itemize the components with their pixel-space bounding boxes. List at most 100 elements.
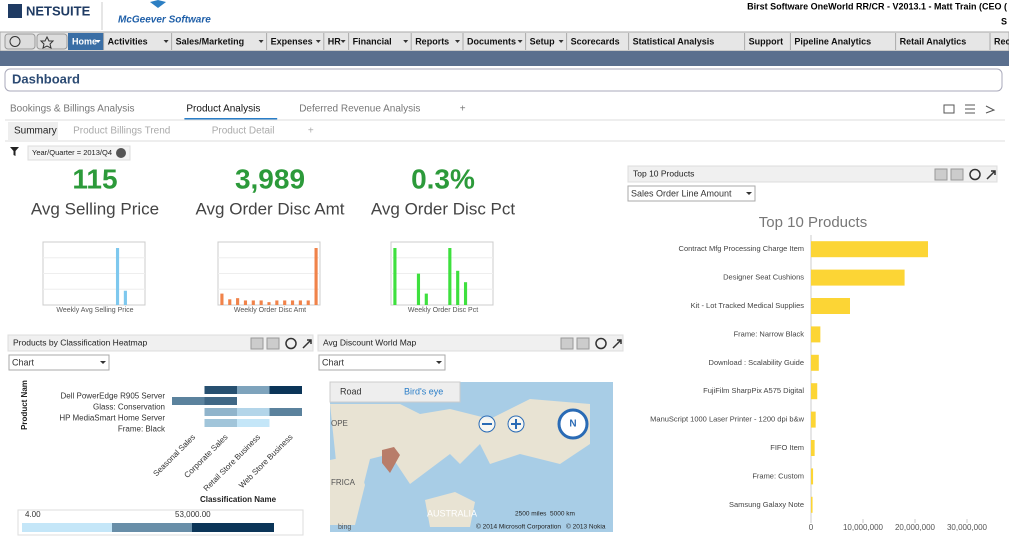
nav-item[interactable]: Activities <box>108 36 148 46</box>
heatmap-cell <box>204 408 237 416</box>
mini-bar <box>275 300 279 305</box>
kpi-value: 115 <box>72 163 117 194</box>
mini-bar <box>393 248 397 305</box>
account: Birst Software OneWorld RR/CR - V2013.1 … <box>747 1 1007 11</box>
bar <box>811 241 928 258</box>
filter-close[interactable] <box>116 148 126 158</box>
selector-arrow <box>436 361 442 364</box>
band <box>0 51 1009 66</box>
bar <box>811 411 816 428</box>
map-mode[interactable]: Road <box>340 386 362 396</box>
category-label: Designer Seat Cushions <box>723 273 804 282</box>
dropdown-arrow <box>163 40 169 43</box>
toolbar-icon[interactable] <box>943 104 955 114</box>
toolbar-icon[interactable] <box>985 105 996 114</box>
compass-label: N <box>569 419 576 430</box>
compass[interactable] <box>557 408 589 440</box>
nav-item[interactable]: Pipeline Analytics <box>794 36 871 46</box>
dropdown-arrow <box>455 40 460 43</box>
subtab[interactable]: + <box>308 126 314 137</box>
heatmap-cell <box>204 386 237 394</box>
subtab[interactable]: Product Detail <box>212 126 275 137</box>
legend-seg <box>22 523 112 532</box>
mini-bar <box>251 300 255 305</box>
category-label: ManuScript 1000 Laser Printer - 1200 dpi… <box>650 415 804 424</box>
dropdown-arrow <box>340 40 346 43</box>
filter: Year/Quarter = 2013/Q4 <box>32 148 112 157</box>
toolbar-icon[interactable] <box>965 104 975 114</box>
nav-item[interactable]: Expenses <box>271 36 313 46</box>
kpi-value: 0.3% <box>411 163 475 194</box>
selector-arrow <box>746 192 752 195</box>
dropdown-arrow <box>95 40 101 43</box>
bar <box>811 468 814 485</box>
nav-item[interactable]: Scorecards <box>571 36 620 46</box>
mini-bar <box>243 300 248 305</box>
export-icon <box>934 168 948 181</box>
nav-item[interactable]: Financial <box>353 36 392 46</box>
mini-bar <box>424 293 428 305</box>
mini-bar <box>314 248 318 305</box>
recent-icon <box>9 36 21 47</box>
nav-item[interactable]: Home <box>72 36 97 46</box>
export-icon <box>576 337 590 350</box>
tab[interactable]: + <box>460 104 466 115</box>
selector-arrow <box>100 361 106 364</box>
mini-chart-label: Weekly Order Disc Amt <box>234 307 306 314</box>
heatmap-cell <box>237 408 270 416</box>
heatmap-row-label: Frame: Black <box>118 425 166 434</box>
tab[interactable]: Deferred Revenue Analysis <box>299 104 420 115</box>
selector-text: Chart <box>322 357 345 367</box>
bar <box>811 298 850 314</box>
nav-item[interactable]: Retail Analytics <box>900 36 967 46</box>
tab[interactable]: Product Analysis <box>186 104 260 115</box>
heatmap-col-label: Retail Store Business <box>202 433 262 493</box>
subtab[interactable]: Summary <box>14 126 57 137</box>
legend-label: 4.00 <box>25 510 41 519</box>
category-label: Frame: Narrow Black <box>734 329 805 338</box>
nav-item[interactable]: Recurring Revenue Analytics <box>994 36 1009 46</box>
mini-bar <box>416 273 421 305</box>
dashboard-box <box>4 68 1003 92</box>
nav-item[interactable]: HR <box>328 36 341 46</box>
nav-item[interactable]: Support <box>749 36 784 46</box>
tab[interactable]: Bookings & Billings Analysis <box>10 104 135 115</box>
category-label: FIFO Item <box>770 443 804 452</box>
subtab[interactable]: Product Billings Trend <box>73 126 170 137</box>
page-title: Dashboard <box>12 71 80 86</box>
highlight-country <box>382 447 400 473</box>
export-icon <box>950 168 964 181</box>
export-icon <box>560 337 574 350</box>
map-place: AUSTRALIA <box>427 508 477 518</box>
zoom-in-glyph <box>511 419 521 429</box>
nav-item[interactable]: Reports <box>415 36 449 46</box>
mini-bar <box>290 300 295 305</box>
mini-chart-label: Weekly Order Disc Pct <box>408 307 478 314</box>
x-tick-label: 10,000,000 <box>843 523 884 532</box>
heatmap-row-label: Dell PowerEdge R905 Server <box>61 392 166 401</box>
mini-bar <box>220 293 224 305</box>
kpi-label: Avg Order Disc Pct <box>371 199 516 218</box>
legend-label: 53,000.00 <box>175 510 211 519</box>
map-mode[interactable]: Bird's eye <box>404 386 443 396</box>
x-tick-label: 0 <box>809 523 814 532</box>
nav-item[interactable]: Documents <box>467 36 516 46</box>
map-credit: © 2013 Nokia <box>566 523 606 531</box>
nav-item[interactable]: Sales/Marketing <box>176 36 245 46</box>
bar <box>811 383 818 400</box>
heatmap-row-label: HP MediaSmart Home Server <box>59 414 165 423</box>
selector <box>627 185 756 202</box>
nav-item[interactable]: Setup <box>530 36 556 46</box>
category-label: Kit - Lot Tracked Medical Supplies <box>691 301 805 310</box>
dropdown-arrow <box>517 40 523 43</box>
partner-logo <box>150 0 166 8</box>
axis-label: Classification Name <box>200 495 277 504</box>
nav-item[interactable]: Statistical Analysis <box>633 36 715 46</box>
selector-text: Sales Order Line Amount <box>631 188 732 198</box>
land <box>425 492 475 527</box>
heatmap-row-label: Glass: Conservation <box>93 403 165 412</box>
map-toolbar <box>329 381 461 403</box>
map-place: OPE <box>331 419 348 428</box>
